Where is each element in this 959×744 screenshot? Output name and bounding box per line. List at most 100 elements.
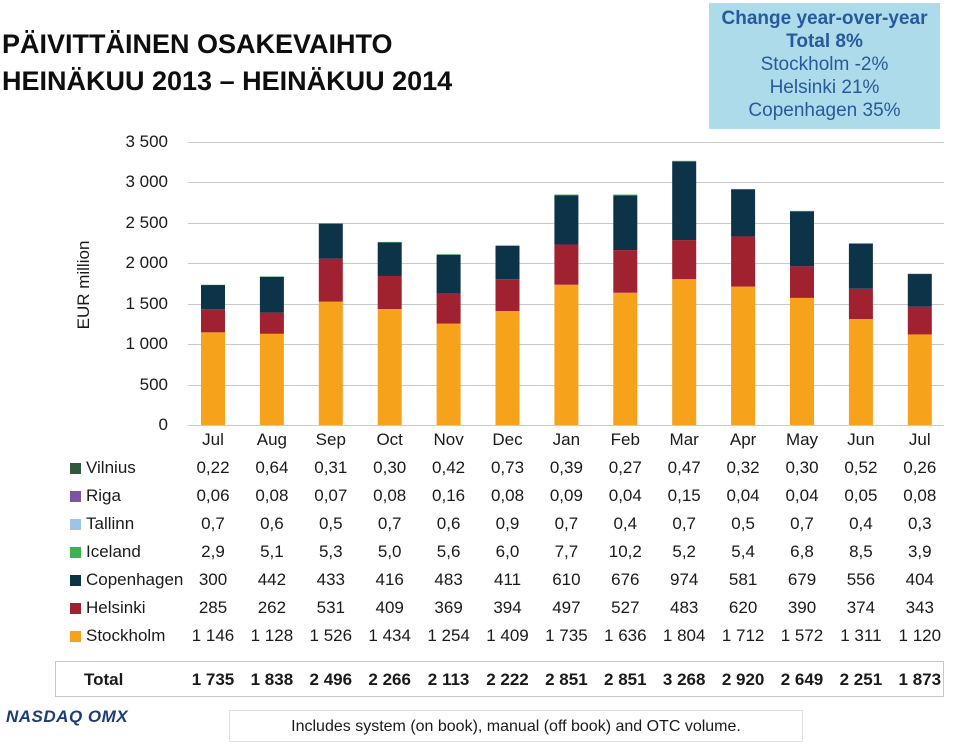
- nasdaq-omx-logo: NASDAQ OMX: [6, 707, 129, 726]
- table-cell: 0,32: [726, 458, 760, 477]
- table-cell: 0,5: [731, 514, 755, 533]
- table-cell: 411: [493, 570, 522, 589]
- table-cell: 0,04: [785, 486, 819, 505]
- table-cell: 5,6: [436, 542, 461, 561]
- bar-segment-copenhagen: [613, 195, 638, 251]
- table-cell: 8,5: [849, 542, 873, 561]
- bar-segment-copenhagen: [259, 276, 284, 313]
- table-cell: 285: [198, 598, 228, 617]
- bar-segment-helsinki: [436, 293, 461, 324]
- y-tick-label: 1 000: [125, 334, 168, 354]
- bar-segment-stockholm: [907, 334, 932, 425]
- table-cell: 300: [198, 570, 228, 589]
- table-cell: 527: [611, 598, 640, 617]
- table-cell: 0,07: [314, 486, 348, 505]
- table-cell: 1 120: [898, 626, 942, 645]
- yoy-helsinki: Helsinki 21%: [769, 77, 880, 98]
- table-cell: 0,47: [667, 458, 701, 477]
- yoy-total: Total 8%: [786, 31, 863, 52]
- bar-segment-helsinki: [907, 306, 932, 335]
- table-cell: 610: [552, 570, 581, 589]
- total-value: 1 873: [898, 670, 942, 689]
- total-value: 2 496: [309, 670, 353, 689]
- bar-segment-iceland: [790, 210, 814, 212]
- bar-segment-helsinki: [672, 240, 697, 280]
- table-cell: 483: [670, 598, 699, 617]
- table-cell: 0,31: [314, 458, 348, 477]
- legend-label-tallinn: Tallinn: [86, 514, 135, 533]
- table-cell: 0,27: [608, 458, 642, 477]
- legend-swatch-stockholm: [70, 631, 81, 642]
- bar-segment-iceland: [613, 194, 638, 196]
- x-tick-label: Aug: [256, 430, 288, 449]
- table-cell: 1 804: [662, 626, 706, 645]
- bar-segment-helsinki: [613, 250, 638, 293]
- table-cell: 0,08: [903, 486, 937, 505]
- legend-label-stockholm: Stockholm: [86, 626, 166, 645]
- table-cell: 0,7: [554, 514, 579, 533]
- bar-segment-helsinki: [790, 266, 814, 298]
- table-cell: 374: [846, 598, 876, 617]
- table-cell: 1 712: [721, 626, 765, 645]
- total-value: 3 268: [662, 670, 706, 689]
- table-cell: 6,0: [495, 542, 520, 561]
- table-cell: 0,6: [436, 514, 461, 533]
- legend-swatch-iceland: [70, 547, 81, 558]
- table-cell: 1 526: [309, 626, 353, 645]
- table-cell: 6,8: [790, 542, 814, 561]
- x-tick-label: Sep: [315, 430, 346, 449]
- table-cell: 404: [905, 570, 934, 589]
- table-cell: 0,3: [907, 514, 932, 533]
- total-value: 1 838: [250, 670, 294, 689]
- table-cell: 679: [787, 570, 817, 589]
- x-tick-label: Apr: [729, 430, 757, 449]
- bar-segment-iceland: [554, 194, 579, 196]
- bar-segment-stockholm: [790, 297, 814, 425]
- table-cell: 497: [552, 598, 581, 617]
- x-tick-label: Nov: [433, 430, 464, 449]
- y-tick-label: 3 000: [125, 172, 168, 192]
- total-value: 2 851: [604, 670, 647, 689]
- total-value: 2 266: [368, 670, 411, 689]
- table-cell: 0,09: [549, 486, 583, 505]
- table-cell: 7,7: [554, 542, 579, 561]
- table-cell: 5,0: [377, 542, 402, 561]
- table-cell: 1 434: [368, 626, 411, 645]
- table-cell: 0,73: [490, 458, 525, 477]
- table-cell: 1 636: [604, 626, 647, 645]
- table-cell: 0,5: [318, 514, 343, 533]
- table-cell: 974: [670, 570, 699, 589]
- x-tick-label: May: [785, 430, 819, 449]
- legend-swatch-tallinn: [70, 519, 81, 530]
- total-value: 2 649: [780, 670, 824, 689]
- totals-row-box: [55, 661, 944, 697]
- bar-segment-helsinki: [848, 288, 873, 319]
- table-cell: 5,4: [731, 542, 755, 561]
- table-cell: 0,7: [790, 514, 814, 533]
- y-tick-label: 0: [158, 415, 168, 434]
- table-cell: 0,15: [667, 486, 701, 505]
- yoy-copenhagen: Copenhagen 35%: [748, 100, 901, 121]
- table-cell: 343: [905, 598, 934, 617]
- table-cell: 0,04: [726, 486, 760, 505]
- x-tick-label: Jun: [847, 430, 875, 449]
- x-tick-label: Jan: [552, 430, 581, 449]
- table-cell: 0,6: [260, 514, 284, 533]
- table-cell: 0,08: [373, 486, 407, 505]
- table-cell: 5,1: [260, 542, 284, 561]
- legend-label-iceland: Iceland: [86, 542, 141, 561]
- table-cell: 0,08: [255, 486, 289, 505]
- table-cell: 1 409: [486, 626, 529, 645]
- bar-segment-helsinki: [554, 244, 579, 285]
- table-cell: 10,2: [608, 542, 642, 561]
- yoy-stockholm: Stockholm -2%: [760, 54, 889, 75]
- bar-segment-stockholm: [436, 323, 461, 425]
- bar-segment-stockholm: [259, 333, 284, 425]
- table-cell: 2,9: [201, 542, 225, 561]
- table-cell: 0,4: [613, 514, 638, 533]
- yoy-change-box: Change year-over-year Total 8% Stockholm…: [709, 3, 940, 129]
- table-cell: 483: [434, 570, 463, 589]
- bar-segment-copenhagen: [790, 211, 814, 267]
- bar-segment-copenhagen: [377, 242, 402, 276]
